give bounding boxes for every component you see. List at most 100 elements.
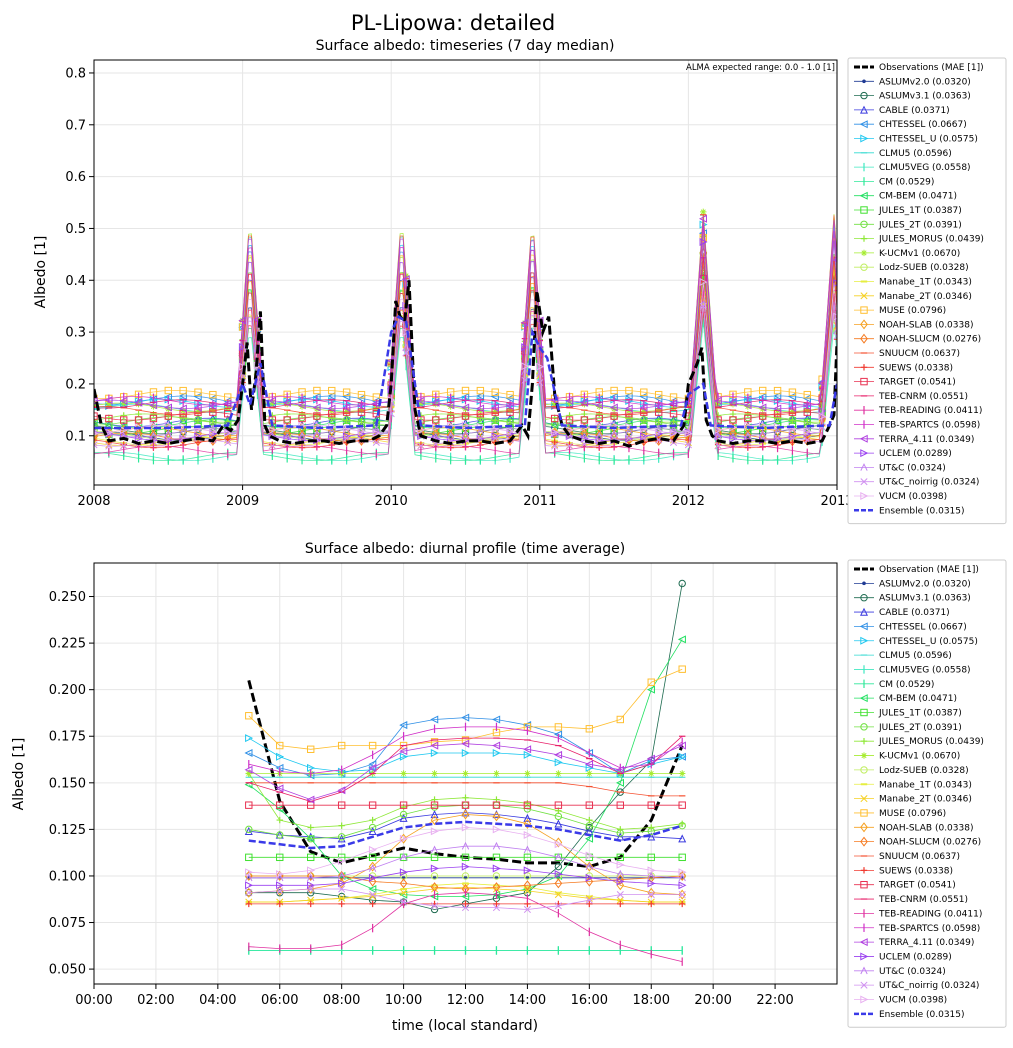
diurnal-legend-label: SUEWS (0.0338): [879, 866, 953, 876]
timeseries-legend-label: TEB-SPARTCS (0.0598): [878, 421, 980, 431]
diurnal-legend-label: MUSE (0.0796): [879, 809, 946, 819]
timeseries-annotation: ALMA expected range: 0.0 - 1.0 [1]: [686, 63, 835, 73]
timeseries-y-tick-label: 0.3: [65, 326, 86, 341]
timeseries-legend-label: K-UCMv1 (0.0670): [879, 249, 960, 259]
diurnal-legend-label: TERRA_4.11 (0.0349): [878, 938, 974, 948]
timeseries-panel: Surface albedo: timeseries (7 day median…: [33, 38, 1006, 524]
diurnal-y-tick-label: 0.100: [49, 869, 86, 884]
diurnal-legend-label: Lodz-SUEB (0.0328): [879, 766, 969, 776]
diurnal-x-tick-label: 14:00: [509, 993, 546, 1008]
timeseries-markers-muse: [91, 235, 840, 402]
diurnal-legend-label: VUCM (0.0398): [879, 996, 947, 1006]
diurnal-legend-label: Manabe_1T (0.0343): [879, 780, 972, 790]
timeseries-x-tick-label: 2008: [77, 494, 110, 509]
timeseries-y-ticks: 0.10.20.30.40.50.60.70.8: [65, 66, 94, 444]
diurnal-x-tick-label: 10:00: [385, 993, 422, 1008]
diurnal-legend-label: CHTESSEL_U (0.0575): [879, 637, 978, 647]
diurnal-y-tick-label: 0.225: [49, 637, 86, 652]
diurnal-x-tick-label: 00:00: [75, 993, 112, 1008]
timeseries-x-tick-label: 2012: [672, 494, 705, 509]
timeseries-line-chtessel: [94, 232, 837, 404]
timeseries-legend-label: ASLUMv3.1 (0.0363): [879, 92, 971, 102]
timeseries-series: [91, 209, 840, 465]
diurnal-x-tick-label: 02:00: [137, 993, 174, 1008]
diurnal-legend-label: JULES_2T (0.0391): [878, 723, 962, 733]
timeseries-legend-label: CABLE (0.0371): [879, 106, 950, 116]
diurnal-x-tick-label: 06:00: [261, 993, 298, 1008]
diurnal-legend-label: ASLUMv2.0 (0.0320): [879, 579, 971, 589]
diurnal-legend-label: JULES_1T (0.0387): [878, 709, 962, 719]
diurnal-legend-label: CABLE (0.0371): [879, 608, 950, 618]
timeseries-line-snuucm: [94, 215, 837, 415]
diurnal-panel: Surface albedo: diurnal profile (time av…: [11, 541, 1006, 1034]
diurnal-x-tick-label: 16:00: [571, 993, 608, 1008]
timeseries-y-tick-label: 0.2: [65, 377, 86, 392]
timeseries-y-tick-label: 0.6: [65, 170, 86, 185]
diurnal-legend-label: Ensemble (0.0315): [879, 1010, 965, 1020]
timeseries-x-tick-label: 2009: [226, 494, 259, 509]
diurnal-y-tick-label: 0.125: [49, 823, 86, 838]
timeseries-y-tick-label: 0.5: [65, 222, 86, 237]
diurnal-x-tick-label: 12:00: [447, 993, 484, 1008]
diurnal-legend-label: K-UCMv1 (0.0670): [879, 752, 960, 762]
timeseries-legend-label: CLMU5VEG (0.0558): [879, 163, 971, 173]
timeseries-markers-clmu5: [91, 215, 840, 412]
timeseries-legend-label: UT&C (0.0324): [879, 463, 946, 473]
timeseries-legend-label: VUCM (0.0398): [879, 492, 947, 502]
diurnal-legend-label: TEB-SPARTCS (0.0598): [878, 924, 980, 934]
timeseries-legend-label: Manabe_1T (0.0343): [879, 278, 972, 288]
timeseries-x-tick-label: 2011: [523, 494, 556, 509]
diurnal-legend: Observation (MAE [1]) ASLUMv2.0 (0.0320) A…: [848, 560, 1006, 1027]
diurnal-xlabel: time (local standard): [392, 1018, 538, 1034]
timeseries-markers-terra-4-11: [91, 216, 840, 412]
diurnal-legend-label: NOAH-SLUCM (0.0276): [879, 838, 981, 848]
timeseries-legend-label: CHTESSEL (0.0667): [879, 120, 967, 130]
diurnal-y-tick-label: 0.200: [49, 683, 86, 698]
diurnal-x-tick-label: 20:00: [694, 993, 731, 1008]
timeseries-legend-label: TARGET (0.0541): [878, 378, 956, 388]
timeseries-legend-label: CHTESSEL_U (0.0575): [879, 135, 978, 145]
diurnal-legend-label: NOAH-SLAB (0.0338): [879, 823, 973, 833]
diurnal-legend-label: CM (0.0529): [879, 680, 934, 690]
diurnal-legend-label: Observation (MAE [1]): [879, 565, 979, 575]
timeseries-legend-label: NOAH-SLAB (0.0338): [879, 320, 973, 330]
timeseries-legend-label: Observations (MAE [1]): [879, 63, 984, 73]
diurnal-y-tick-label: 0.050: [49, 963, 86, 978]
diurnal-legend-label: TARGET (0.0541): [878, 881, 956, 891]
timeseries-legend-label: Lodz-SUEB (0.0328): [879, 263, 969, 273]
diurnal-ylabel: Albedo [1]: [11, 738, 27, 811]
diurnal-legend-label: ASLUMv3.1 (0.0363): [879, 594, 971, 604]
diurnal-y-ticks: 0.0500.0750.1000.1250.1500.1750.2000.225…: [49, 590, 94, 978]
timeseries-line-manabe-2t: [94, 292, 837, 446]
diurnal-legend-label: UT&C_noirrig (0.0324): [879, 981, 979, 991]
timeseries-legend-label: MUSE (0.0796): [879, 306, 946, 316]
timeseries-line-jules-morus: [94, 236, 837, 422]
timeseries-title: Surface albedo: timeseries (7 day median…: [316, 38, 615, 54]
diurnal-legend-label: CHTESSEL (0.0667): [879, 622, 967, 632]
diurnal-x-tick-label: 18:00: [633, 993, 670, 1008]
timeseries-markers-teb-spartcs: [94, 223, 837, 408]
diurnal-legend-label: CM-BEM (0.0471): [879, 694, 957, 704]
timeseries-y-tick-label: 0.7: [65, 118, 86, 133]
diurnal-x-tick-label: 08:00: [323, 993, 360, 1008]
timeseries-line-clmu5: [94, 215, 837, 412]
diurnal-legend-label: UT&C (0.0324): [879, 967, 946, 977]
timeseries-line-chtessel-u: [94, 225, 837, 408]
timeseries-y-tick-label: 0.8: [65, 66, 86, 81]
diurnal-legend-label: JULES_MORUS (0.0439): [878, 737, 984, 747]
timeseries-legend-label: CLMU5 (0.0596): [879, 149, 952, 159]
diurnal-x-tick-label: 04:00: [199, 993, 236, 1008]
timeseries-line-teb-spartcs: [94, 228, 837, 405]
timeseries-x-tick-label: 2010: [375, 494, 408, 509]
diurnal-legend-label: CLMU5VEG (0.0558): [879, 665, 971, 675]
timeseries-legend-label: JULES_2T (0.0391): [878, 220, 962, 230]
timeseries-legend-label: CM (0.0529): [879, 177, 934, 187]
timeseries-line-k-ucmv1: [94, 212, 837, 412]
timeseries-markers-chtessel: [91, 230, 840, 407]
timeseries-legend-label: UCLEM (0.0289): [879, 449, 952, 459]
timeseries-legend-label: Manabe_2T (0.0346): [879, 292, 972, 302]
timeseries-line-terra-4-11: [94, 219, 837, 409]
timeseries-line-muse: [94, 238, 837, 399]
